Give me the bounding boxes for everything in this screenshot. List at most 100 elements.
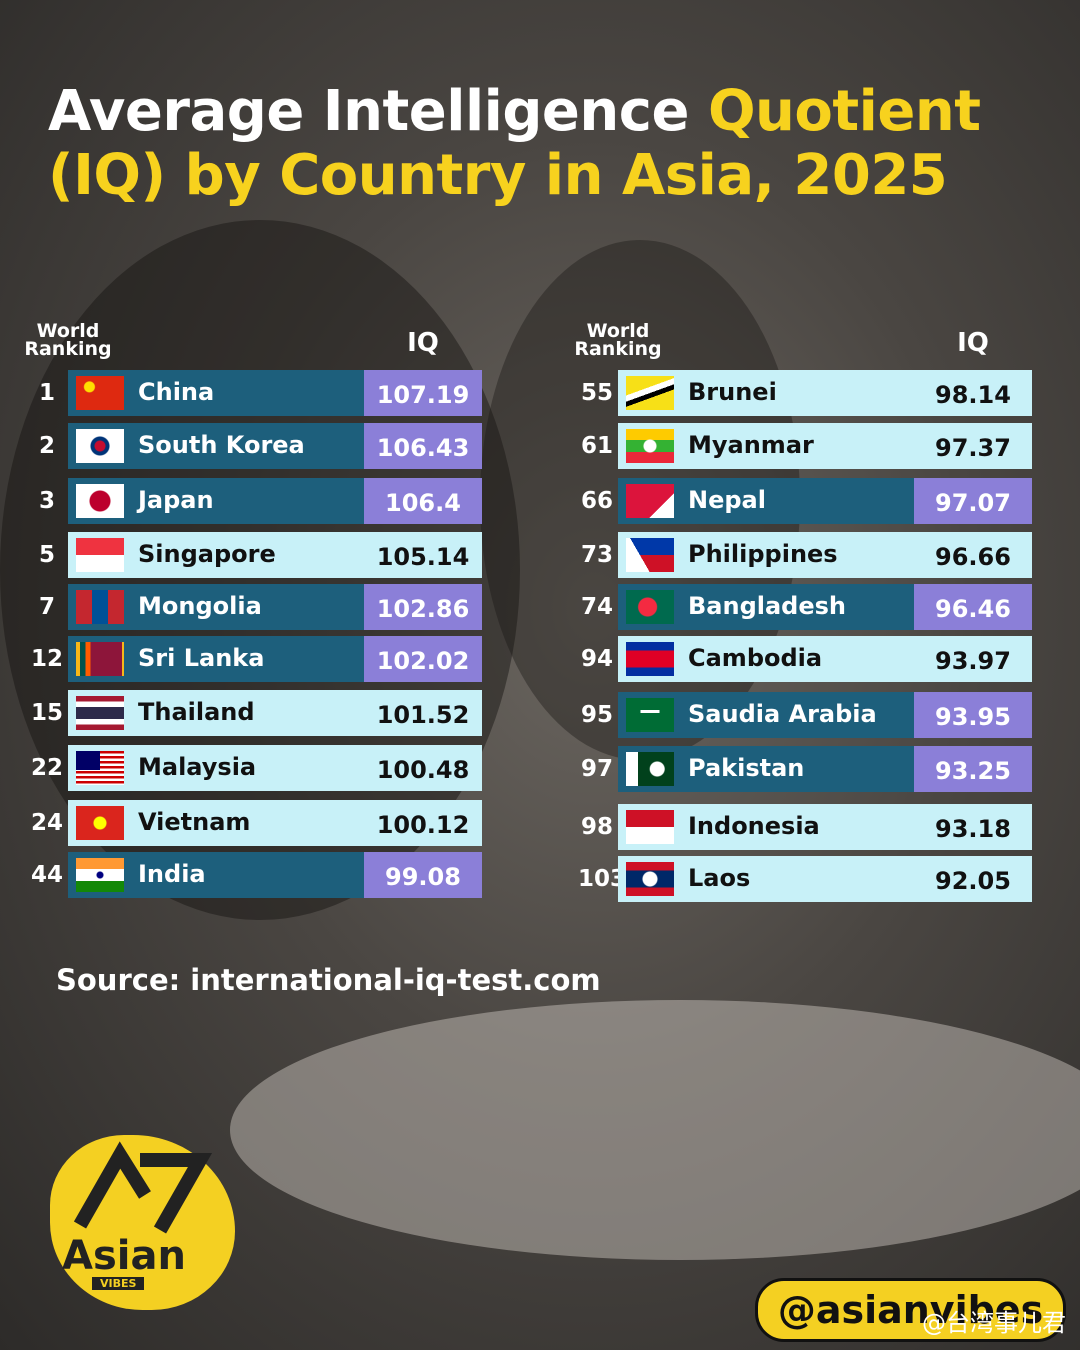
flag	[626, 698, 674, 732]
country: Nepal	[688, 486, 766, 514]
table-row: 1 China 107.19	[28, 370, 482, 416]
country: Japan	[138, 486, 214, 514]
row-body: Vietnam 100.12	[68, 800, 482, 846]
row-body: Bangladesh 96.46	[618, 584, 1032, 630]
iq-header: IQ	[957, 328, 989, 358]
flag	[626, 862, 674, 896]
logo: Asian VIBES	[50, 1135, 235, 1310]
iq-value: 106.43	[364, 423, 482, 469]
flag	[76, 858, 124, 892]
iq-value: 96.66	[935, 543, 1011, 571]
rank: 94	[580, 646, 613, 672]
country: Singapore	[138, 540, 276, 568]
rank: 12	[30, 646, 63, 672]
row-body: Mongolia 102.86	[68, 584, 482, 630]
flag	[76, 590, 124, 624]
flag	[626, 590, 674, 624]
iq-value: 105.14	[376, 543, 470, 571]
table-row: 5 Singapore 105.14	[28, 532, 482, 578]
row-body: India 99.08	[68, 852, 482, 898]
rank: 44	[30, 862, 63, 888]
iq-value: 99.08	[364, 852, 482, 898]
row-body: Cambodia 93.97	[618, 636, 1032, 682]
flag	[76, 429, 124, 463]
row-body: South Korea 106.43	[68, 423, 482, 469]
flag	[76, 642, 124, 676]
iq-value: 101.52	[376, 701, 470, 729]
table-row: 73 Philippines 96.66	[578, 532, 1032, 578]
flag	[76, 696, 124, 730]
row-body: Pakistan 93.25	[618, 746, 1032, 792]
rank: 7	[38, 594, 55, 620]
logo-mark	[73, 1141, 213, 1234]
row-body: Thailand 101.52	[68, 690, 482, 736]
table-row: 2 South Korea 106.43	[28, 423, 482, 469]
country: Vietnam	[138, 808, 251, 836]
flag	[626, 429, 674, 463]
table-row: 55 Brunei 98.14	[578, 370, 1032, 416]
iq-value: 93.97	[935, 647, 1011, 675]
country: Bangladesh	[688, 592, 847, 620]
rank: 61	[580, 433, 613, 459]
iq-header: IQ	[407, 328, 439, 358]
country: Thailand	[138, 698, 255, 726]
table-row: 24 Vietnam 100.12	[28, 800, 482, 846]
row-body: Sri Lanka 102.02	[68, 636, 482, 682]
iq-value: 106.4	[364, 478, 482, 524]
country: China	[138, 378, 215, 406]
handle: @asianvibes	[755, 1278, 1066, 1342]
row-body: China 107.19	[68, 370, 482, 416]
table-row: 22 Malaysia 100.48	[28, 745, 482, 791]
flag	[76, 538, 124, 572]
row-body: Nepal 97.07	[618, 478, 1032, 524]
row-body: Japan 106.4	[68, 478, 482, 524]
country: Myanmar	[688, 431, 814, 459]
table-row: 97 Pakistan 93.25	[578, 746, 1032, 792]
rank: 74	[580, 594, 613, 620]
table-row: 3 Japan 106.4	[28, 478, 482, 524]
iq-value: 93.95	[914, 692, 1032, 738]
table-row: 44 India 99.08	[28, 852, 482, 898]
rank: 103	[578, 866, 627, 892]
rank: 73	[580, 542, 613, 568]
iq-value: 96.46	[914, 584, 1032, 630]
title-yellow: Quotient (IQ) by Country in Asia, 2025	[48, 79, 981, 208]
country: South Korea	[138, 431, 305, 459]
rank: 97	[580, 756, 613, 782]
background-shape	[230, 1000, 1080, 1260]
flag	[626, 810, 674, 844]
iq-value: 97.07	[914, 478, 1032, 524]
row-body: Saudia Arabia 93.95	[618, 692, 1032, 738]
country: Saudia Arabia	[688, 700, 877, 728]
country: Cambodia	[688, 644, 823, 672]
country: Pakistan	[688, 754, 805, 782]
table-row: 66 Nepal 97.07	[578, 478, 1032, 524]
flag	[626, 538, 674, 572]
iq-value: 102.02	[364, 636, 482, 682]
iq-value: 97.37	[935, 434, 1011, 462]
table-row: 12 Sri Lanka 102.02	[28, 636, 482, 682]
rank: 24	[30, 810, 63, 836]
iq-value: 107.19	[364, 370, 482, 416]
logo-tagline: VIBES	[92, 1277, 145, 1290]
row-body: Indonesia 93.18	[618, 804, 1032, 850]
table-row: 7 Mongolia 102.86	[28, 584, 482, 630]
row-body: Philippines 96.66	[618, 532, 1032, 578]
country: Mongolia	[138, 592, 262, 620]
country: Philippines	[688, 540, 838, 568]
rank: 98	[580, 814, 613, 840]
flag	[626, 752, 674, 786]
table-row: 74 Bangladesh 96.46	[578, 584, 1032, 630]
ranking-header: World Ranking	[574, 320, 662, 360]
country: Sri Lanka	[138, 644, 265, 672]
table-row: 103 Laos 92.05	[578, 856, 1032, 902]
rank: 3	[38, 488, 55, 514]
title-white: Average Intelligence	[48, 79, 689, 144]
row-body: Singapore 105.14	[68, 532, 482, 578]
flag	[626, 376, 674, 410]
rank: 22	[30, 755, 63, 781]
rank: 15	[30, 700, 63, 726]
flag	[76, 376, 124, 410]
rank: 5	[38, 542, 55, 568]
rank: 2	[38, 433, 55, 459]
